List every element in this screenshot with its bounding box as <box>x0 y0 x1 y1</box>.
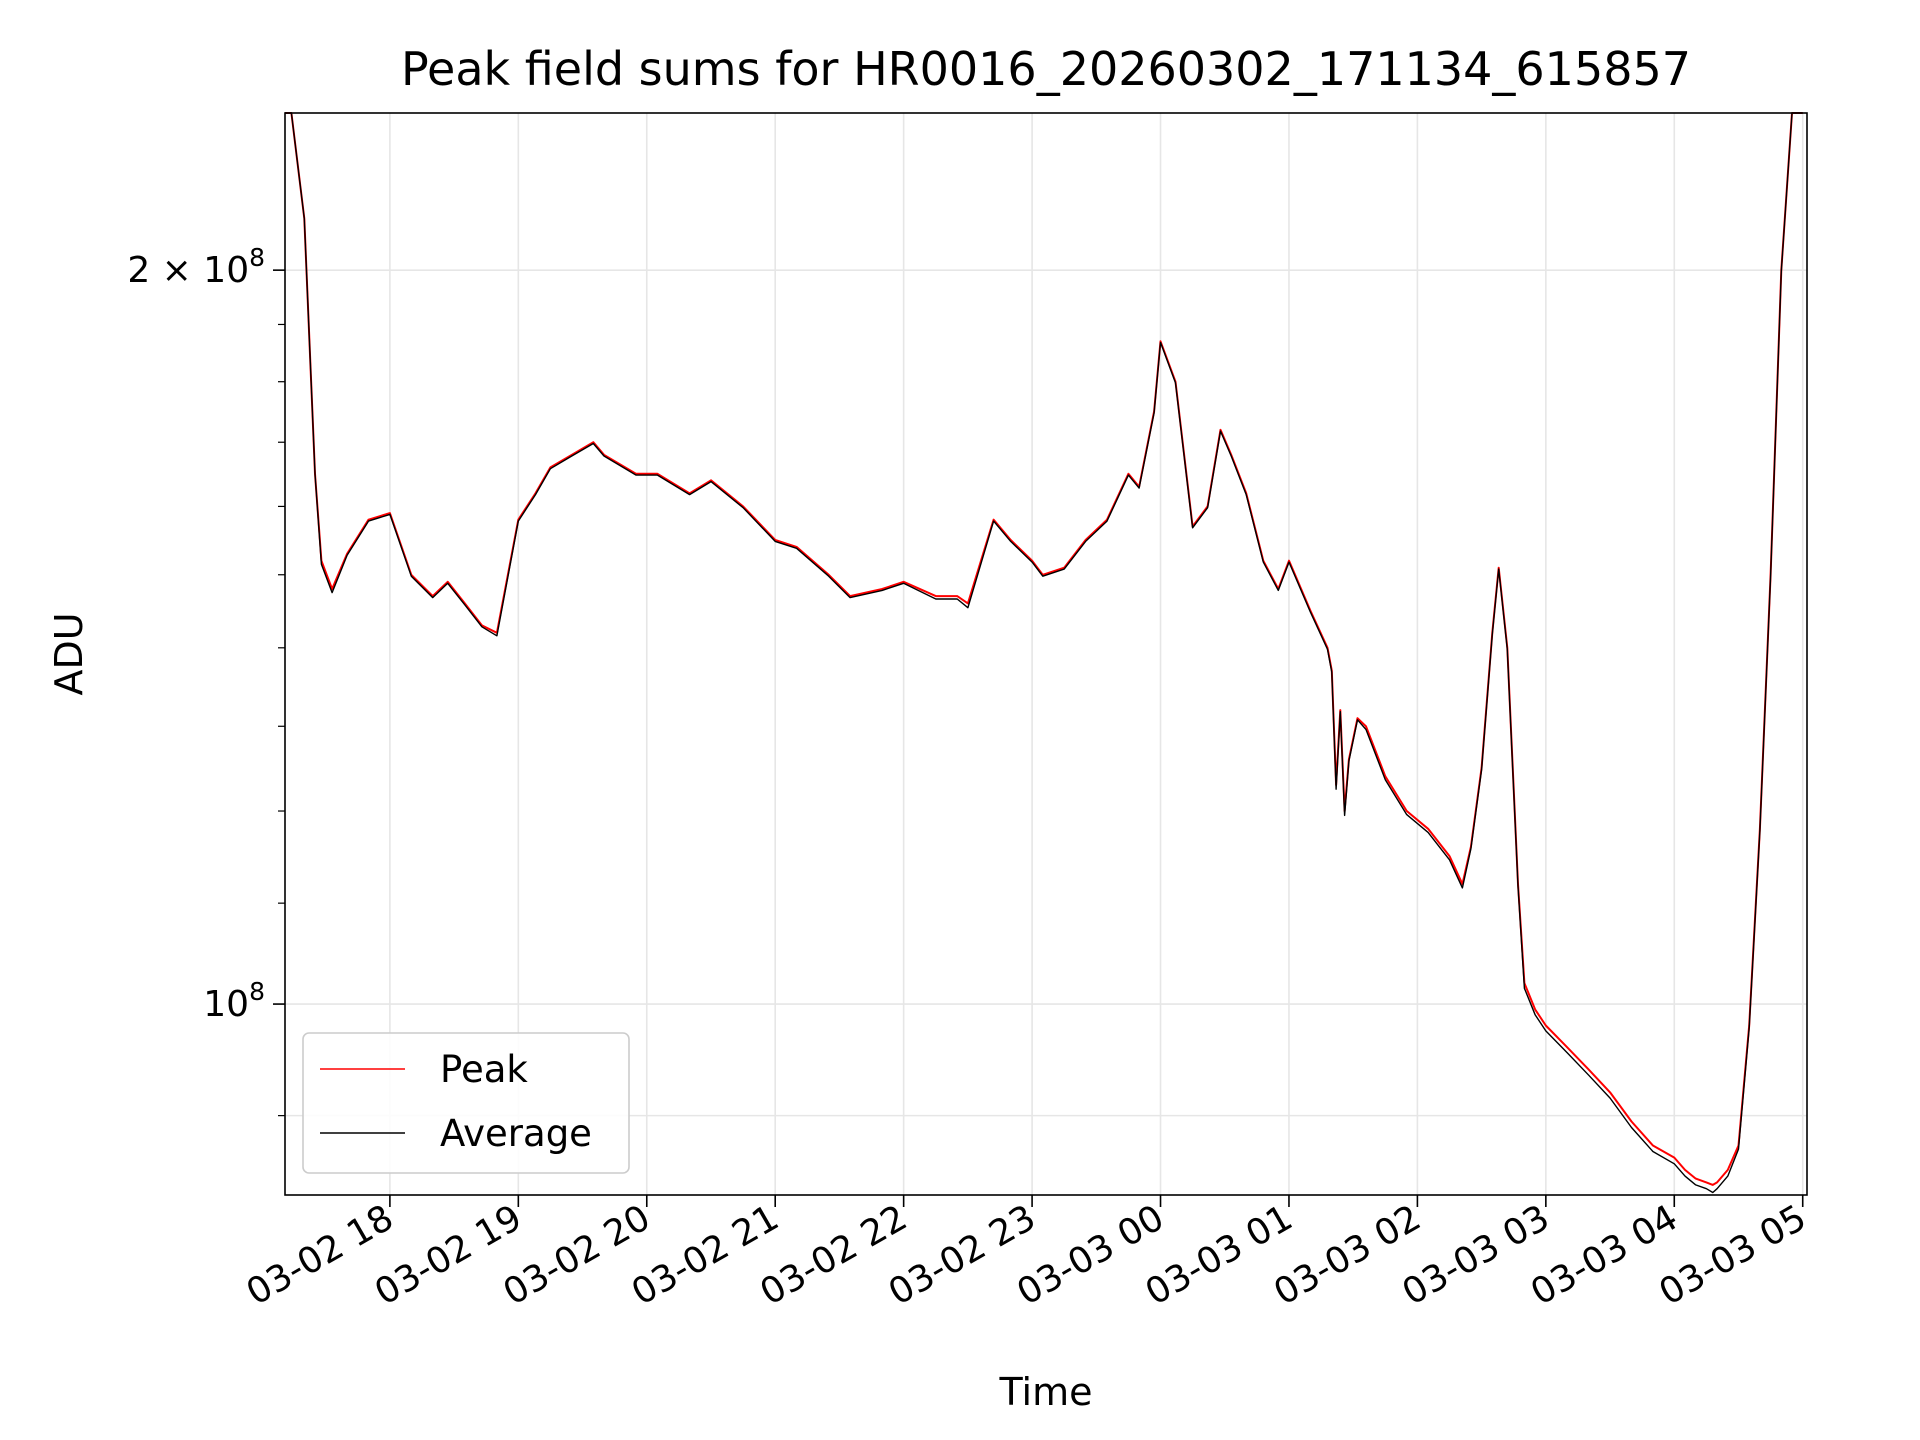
series-line-average <box>285 112 1803 1194</box>
plot-frame <box>284 112 1808 1196</box>
y-tick-label: 108 <box>203 977 265 1025</box>
y-tick-label: 2 × 108 <box>127 243 265 291</box>
plot-lines <box>285 112 1803 1194</box>
legend-frame <box>302 1032 630 1174</box>
y-axis: 108 2 × 108 <box>127 243 285 1117</box>
x-axis-label: Time <box>999 1370 1093 1414</box>
legend-average-label: Average <box>440 1112 592 1155</box>
y-axis-label: ADU <box>47 612 91 695</box>
legend-peak-label: Peak <box>440 1048 528 1091</box>
grid <box>285 113 1807 1195</box>
legend: Peak Average <box>302 1032 630 1174</box>
chart-title: Peak field sums for HR0016_20260302_1711… <box>401 42 1691 96</box>
